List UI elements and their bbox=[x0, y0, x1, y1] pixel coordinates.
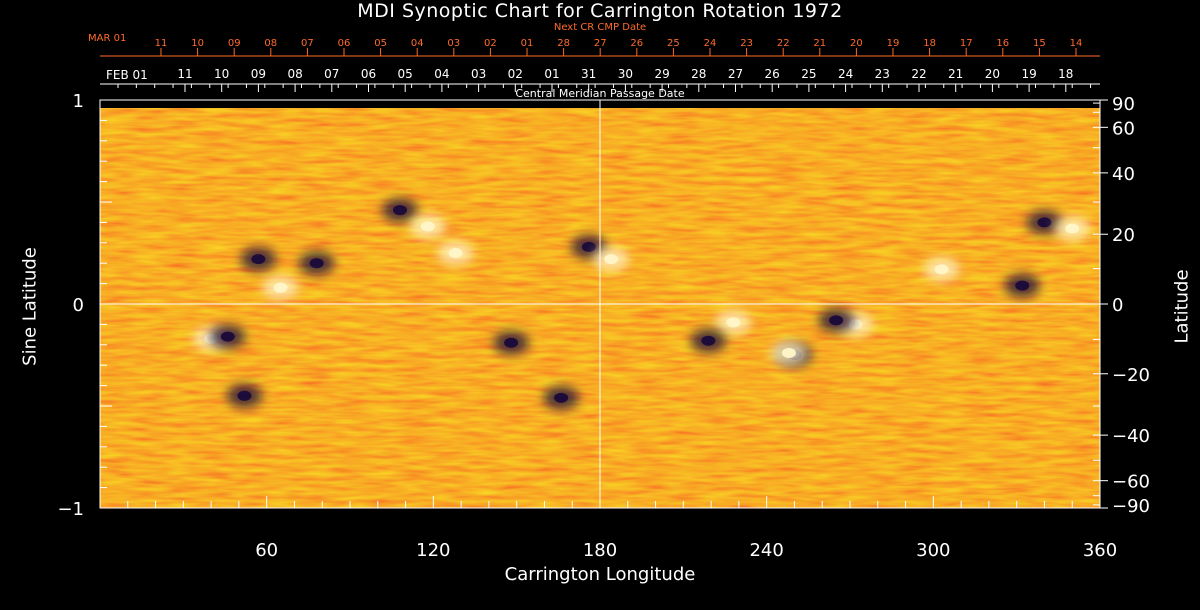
y2-tick-label: −60 bbox=[1112, 472, 1150, 493]
x-tick-label: 240 bbox=[749, 540, 783, 561]
active-region-core-negative bbox=[220, 331, 235, 342]
active-region-core-positive bbox=[781, 347, 796, 358]
x-tick-label: 60 bbox=[255, 540, 278, 561]
y2-tick-label: −40 bbox=[1112, 426, 1150, 447]
active-region-core-negative bbox=[1015, 280, 1030, 291]
next-cmp-axis-title: Next CR CMP Date bbox=[553, 22, 647, 33]
active-region-core-negative bbox=[829, 315, 844, 326]
next-cmp-date-label: 06 bbox=[338, 38, 351, 49]
x-axis-label: Carrington Longitude bbox=[504, 564, 696, 585]
next-cmp-date-label: 15 bbox=[1033, 38, 1046, 49]
cmp-date-label: 23 bbox=[875, 67, 890, 81]
active-region-core-negative bbox=[1037, 217, 1052, 228]
next-cmp-date-label: 08 bbox=[264, 38, 277, 49]
cmp-date-label: 30 bbox=[618, 67, 633, 81]
next-cmp-date-label: 21 bbox=[813, 38, 826, 49]
active-region-core-positive bbox=[604, 254, 619, 265]
active-region-core-negative bbox=[309, 258, 324, 269]
y-tick-label: −1 bbox=[57, 499, 84, 520]
cmp-date-label: 09 bbox=[251, 67, 266, 81]
active-region-core-negative bbox=[701, 335, 716, 346]
x-tick-label: 180 bbox=[583, 540, 617, 561]
active-region-core-positive bbox=[934, 264, 949, 275]
y2-tick-label: 90 bbox=[1112, 94, 1135, 115]
next-cmp-date-label: 11 bbox=[155, 38, 168, 49]
cmp-date-label: 10 bbox=[214, 67, 229, 81]
cmp-date-label: 01 bbox=[544, 67, 559, 81]
cmp-date-label: 25 bbox=[801, 67, 816, 81]
next-cmp-date-label: 07 bbox=[301, 38, 314, 49]
y2-tick-label: 60 bbox=[1112, 118, 1135, 139]
active-region-core-positive bbox=[1065, 223, 1080, 234]
cmp-date-label: 31 bbox=[581, 67, 596, 81]
active-region-core-positive bbox=[273, 282, 288, 293]
cmp-date-label: 26 bbox=[765, 67, 780, 81]
next-cmp-date-label: 10 bbox=[191, 38, 204, 49]
cmp-date-label: 18 bbox=[1058, 67, 1073, 81]
next-cmp-date-label: 04 bbox=[411, 38, 424, 49]
active-region-core-positive bbox=[420, 221, 435, 232]
cmp-date-label: 06 bbox=[361, 67, 376, 81]
active-region-core-negative bbox=[237, 390, 252, 401]
x-tick-label: 300 bbox=[916, 540, 950, 561]
next-cmp-start-label: MAR 01 bbox=[88, 33, 127, 44]
next-cmp-date-label: 20 bbox=[850, 38, 863, 49]
y2-tick-label: 20 bbox=[1112, 225, 1135, 246]
cmp-axis-title: Central Meridian Passage Date bbox=[515, 87, 685, 100]
cmp-date-label: 05 bbox=[398, 67, 413, 81]
next-cmp-date-label: 09 bbox=[228, 38, 241, 49]
cmp-date-label: 22 bbox=[911, 67, 926, 81]
y2-tick-label: 0 bbox=[1112, 295, 1123, 316]
next-cmp-date-label: 23 bbox=[740, 38, 753, 49]
next-cmp-date-label: 03 bbox=[447, 38, 460, 49]
next-cmp-date-label: 25 bbox=[667, 38, 680, 49]
next-cmp-date-label: 27 bbox=[594, 38, 607, 49]
next-cmp-date-label: 28 bbox=[557, 38, 570, 49]
active-region-core-negative bbox=[554, 392, 569, 403]
y2-tick-label: −90 bbox=[1112, 496, 1150, 517]
active-region-core-negative bbox=[393, 205, 407, 216]
next-cmp-date-label: 18 bbox=[923, 38, 936, 49]
cmp-date-label: 24 bbox=[838, 67, 853, 81]
active-region-core-negative bbox=[251, 254, 266, 265]
cmp-date-label: 03 bbox=[471, 67, 486, 81]
cmp-date-label: 20 bbox=[985, 67, 1000, 81]
y2-tick-label: 40 bbox=[1112, 164, 1135, 185]
next-cmp-date-label: 14 bbox=[1070, 38, 1083, 49]
next-cmp-date-label: 24 bbox=[704, 38, 717, 49]
next-cmp-date-label: 17 bbox=[960, 38, 973, 49]
next-cmp-date-label: 01 bbox=[521, 38, 534, 49]
y-tick-label: 1 bbox=[73, 91, 84, 112]
active-region-core-positive bbox=[448, 248, 463, 258]
active-region-core-positive bbox=[726, 317, 741, 328]
cmp-date-label: 02 bbox=[508, 67, 523, 81]
chart-title: MDI Synoptic Chart for Carrington Rotati… bbox=[357, 0, 843, 22]
next-cmp-date-label: 26 bbox=[630, 38, 643, 49]
cmp-date-label: 27 bbox=[728, 67, 743, 81]
next-cmp-date-label: 05 bbox=[374, 38, 387, 49]
x-tick-label: 360 bbox=[1083, 540, 1117, 561]
cmp-date-label: 21 bbox=[948, 67, 963, 81]
cmp-date-label: 11 bbox=[177, 67, 192, 81]
cmp-date-label: 19 bbox=[1021, 67, 1036, 81]
cmp-date-label: 08 bbox=[287, 67, 302, 81]
next-cmp-date-label: 19 bbox=[887, 38, 900, 49]
cmp-date-label: 07 bbox=[324, 67, 339, 81]
cmp-date-label: 28 bbox=[691, 67, 706, 81]
y2-tick-label: −20 bbox=[1112, 365, 1150, 386]
cmp-date-label: 29 bbox=[654, 67, 669, 81]
next-cmp-date-label: 16 bbox=[996, 38, 1009, 49]
y-tick-label: 0 bbox=[73, 295, 84, 316]
cmp-start-label: FEB 01 bbox=[106, 68, 148, 82]
cmp-date-label: 04 bbox=[434, 67, 449, 81]
active-region-core-negative bbox=[581, 241, 596, 252]
next-cmp-date-label: 22 bbox=[777, 38, 790, 49]
next-cmp-date-label: 02 bbox=[484, 38, 497, 49]
x-tick-label: 120 bbox=[416, 540, 450, 561]
active-region-core-negative bbox=[504, 337, 519, 348]
